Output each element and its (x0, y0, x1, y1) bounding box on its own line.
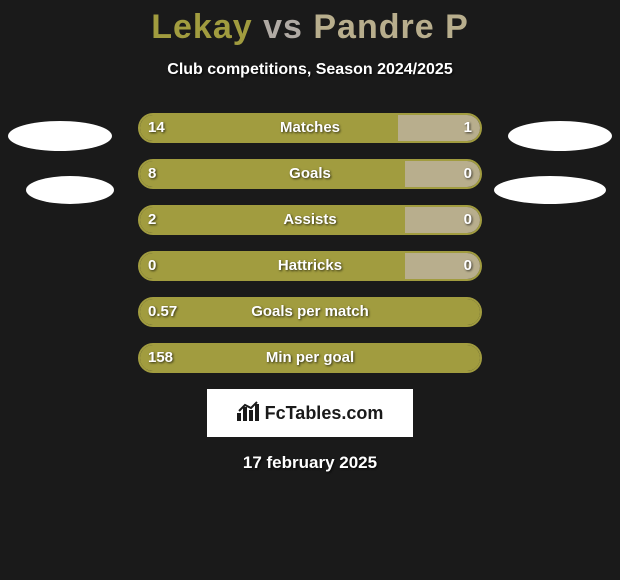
stat-row: 158Min per goal (0, 343, 620, 373)
logo-text: FcTables.com (265, 403, 384, 424)
stat-right-value: 0 (464, 159, 472, 189)
stat-right-value: 0 (464, 251, 472, 281)
player-placeholder (8, 121, 112, 151)
source-logo: FcTables.com (207, 389, 413, 437)
stat-label: Goals per match (138, 297, 482, 327)
stat-row: 2Assists0 (0, 205, 620, 235)
stat-label: Goals (138, 159, 482, 189)
comparison-title: Lekay vs Pandre P (0, 8, 620, 47)
stat-row: 0Hattricks0 (0, 251, 620, 281)
player-placeholder (494, 176, 606, 204)
stat-right-value: 1 (464, 113, 472, 143)
footer-date: 17 february 2025 (0, 453, 620, 473)
player-placeholder (26, 176, 114, 204)
subtitle: Club competitions, Season 2024/2025 (0, 61, 620, 79)
stat-label: Hattricks (138, 251, 482, 281)
player2-name: Pandre P (313, 8, 468, 46)
player1-name: Lekay (151, 8, 252, 46)
chart-icon (237, 401, 259, 426)
stat-label: Matches (138, 113, 482, 143)
stats-chart: 14Matches18Goals02Assists00Hattricks00.5… (0, 113, 620, 373)
stat-label: Assists (138, 205, 482, 235)
stat-right-value: 0 (464, 205, 472, 235)
vs-text: vs (263, 8, 303, 46)
stat-row: 0.57Goals per match (0, 297, 620, 327)
player-placeholder (508, 121, 612, 151)
stat-label: Min per goal (138, 343, 482, 373)
